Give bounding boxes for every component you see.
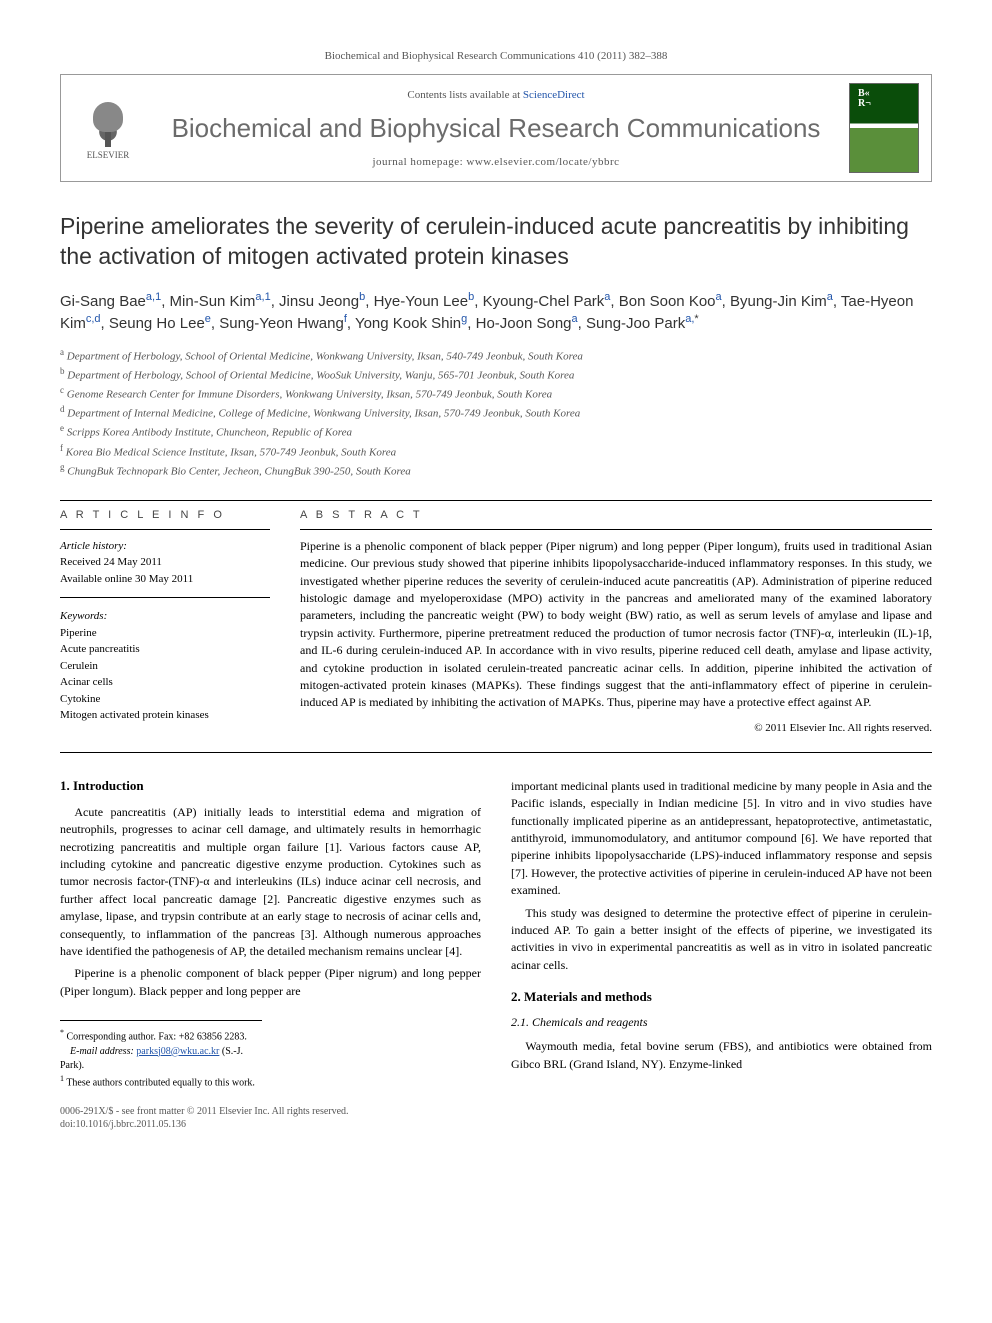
body-paragraph: This study was designed to determine the… bbox=[511, 905, 932, 975]
abstract-heading: A B S T R A C T bbox=[300, 509, 932, 521]
author-affiliation-marker: a,1 bbox=[255, 291, 270, 303]
keyword: Mitogen activated protein kinases bbox=[60, 707, 270, 724]
author: Gi-Sang Bae bbox=[60, 293, 146, 310]
homepage-prefix: journal homepage: bbox=[373, 156, 467, 168]
affiliation: e Scripps Korea Antibody Institute, Chun… bbox=[60, 422, 932, 441]
author: Min-Sun Kim bbox=[170, 293, 256, 310]
author-affiliation-marker: a,1 bbox=[146, 291, 161, 303]
article-info-heading: A R T I C L E I N F O bbox=[60, 509, 270, 521]
author: Kyoung-Chel Park bbox=[483, 293, 605, 310]
footnotes: * Corresponding author. Fax: +82 63856 2… bbox=[60, 1020, 262, 1090]
equal-marker: 1 bbox=[60, 1074, 64, 1083]
affiliation-list: a Department of Herbology, School of Ori… bbox=[60, 346, 932, 480]
author-affiliation-marker: c,d bbox=[86, 313, 101, 325]
abstract-column: A B S T R A C T Piperine is a phenolic c… bbox=[300, 509, 932, 744]
contents-available: Contents lists available at ScienceDirec… bbox=[153, 89, 839, 101]
author-affiliation-marker: a bbox=[827, 291, 833, 303]
keyword: Cytokine bbox=[60, 691, 270, 708]
author: Sung-Yeon Hwang bbox=[219, 315, 344, 332]
author-affiliation-marker: b bbox=[468, 291, 474, 303]
author: Jinsu Jeong bbox=[279, 293, 359, 310]
body-paragraph: Acute pancreatitis (AP) initially leads … bbox=[60, 804, 481, 961]
homepage-url[interactable]: www.elsevier.com/locate/ybbrc bbox=[466, 156, 619, 168]
divider bbox=[60, 500, 932, 501]
sciencedirect-link[interactable]: ScienceDirect bbox=[523, 89, 585, 101]
email-label: E-mail address: bbox=[70, 1046, 134, 1057]
author: Byung-Jin Kim bbox=[730, 293, 827, 310]
author-affiliation-marker: a bbox=[716, 291, 722, 303]
body-paragraph: important medicinal plants used in tradi… bbox=[511, 778, 932, 900]
keyword: Acute pancreatitis bbox=[60, 641, 270, 658]
journal-reference: Biochemical and Biophysical Research Com… bbox=[60, 50, 932, 62]
section-2-heading: 2. Materials and methods bbox=[511, 989, 932, 1005]
article-history: Article history: Received 24 May 2011 Av… bbox=[60, 538, 270, 599]
footer-line-1: 0006-291X/$ - see front matter © 2011 El… bbox=[60, 1105, 932, 1118]
body-paragraph: Piperine is a phenolic component of blac… bbox=[60, 965, 481, 1000]
divider bbox=[60, 529, 270, 530]
journal-header: ELSEVIER Contents lists available at Sci… bbox=[60, 74, 932, 182]
affiliation: b Department of Herbology, School of Ori… bbox=[60, 365, 932, 384]
author: Seung Ho Lee bbox=[109, 315, 205, 332]
footer-doi: doi:10.1016/j.bbrc.2011.05.136 bbox=[60, 1118, 932, 1131]
article-info-sidebar: A R T I C L E I N F O Article history: R… bbox=[60, 509, 270, 744]
section-1-heading: 1. Introduction bbox=[60, 778, 481, 794]
author-affiliation-marker: a bbox=[604, 291, 610, 303]
body-columns: 1. Introduction Acute pancreatitis (AP) … bbox=[60, 778, 932, 1090]
journal-homepage: journal homepage: www.elsevier.com/locat… bbox=[153, 156, 839, 168]
right-column: important medicinal plants used in tradi… bbox=[511, 778, 932, 1090]
footer: 0006-291X/$ - see front matter © 2011 El… bbox=[60, 1105, 932, 1131]
corresponding-author: Corresponding author. Fax: +82 63856 228… bbox=[67, 1032, 247, 1043]
online-date: Available online 30 May 2011 bbox=[60, 571, 270, 588]
history-label: Article history: bbox=[60, 538, 270, 555]
keyword: Piperine bbox=[60, 625, 270, 642]
contents-prefix: Contents lists available at bbox=[407, 89, 522, 101]
keywords-label: Keywords: bbox=[60, 608, 270, 625]
corr-marker: * bbox=[60, 1028, 64, 1037]
author-affiliation-marker: f bbox=[344, 313, 347, 325]
author-list: Gi-Sang Baea,1, Min-Sun Kima,1, Jinsu Je… bbox=[60, 290, 932, 334]
affiliation: g ChungBuk Technopark Bio Center, Jecheo… bbox=[60, 461, 932, 480]
affiliation: c Genome Research Center for Immune Diso… bbox=[60, 384, 932, 403]
subsection-heading: 2.1. Chemicals and reagents bbox=[511, 1015, 932, 1030]
body-paragraph: Waymouth media, fetal bovine serum (FBS)… bbox=[511, 1038, 932, 1073]
author: Ho-Joon Song bbox=[476, 315, 572, 332]
abstract-copyright: © 2011 Elsevier Inc. All rights reserved… bbox=[300, 722, 932, 734]
elsevier-logo: ELSEVIER bbox=[73, 88, 143, 168]
corresponding-marker: * bbox=[694, 313, 698, 325]
author: Hye-Youn Lee bbox=[374, 293, 469, 310]
journal-cover-thumbnail bbox=[849, 83, 919, 173]
received-date: Received 24 May 2011 bbox=[60, 554, 270, 571]
elsevier-tree-icon bbox=[83, 97, 133, 147]
author: Bon Soon Koo bbox=[619, 293, 716, 310]
affiliation: f Korea Bio Medical Science Institute, I… bbox=[60, 442, 932, 461]
affiliation: a Department of Herbology, School of Ori… bbox=[60, 346, 932, 365]
article-title: Piperine ameliorates the severity of cer… bbox=[60, 212, 932, 272]
keyword: Acinar cells bbox=[60, 674, 270, 691]
equal-contribution: These authors contributed equally to thi… bbox=[66, 1077, 255, 1088]
author-affiliation-marker: g bbox=[461, 313, 467, 325]
divider bbox=[60, 752, 932, 753]
keyword: Cerulein bbox=[60, 658, 270, 675]
author-affiliation-marker: e bbox=[205, 313, 211, 325]
author-affiliation-marker: a bbox=[572, 313, 578, 325]
publisher-name: ELSEVIER bbox=[87, 150, 130, 160]
journal-name: Biochemical and Biophysical Research Com… bbox=[153, 113, 839, 144]
keywords-block: Keywords: PiperineAcute pancreatitisCeru… bbox=[60, 608, 270, 734]
divider bbox=[300, 529, 932, 530]
author: Sung-Joo Park bbox=[586, 315, 685, 332]
author-affiliation-marker: b bbox=[359, 291, 365, 303]
abstract-text: Piperine is a phenolic component of blac… bbox=[300, 538, 932, 712]
corresponding-email[interactable]: parksj08@wku.ac.kr bbox=[136, 1046, 219, 1057]
affiliation: d Department of Internal Medicine, Colle… bbox=[60, 403, 932, 422]
left-column: 1. Introduction Acute pancreatitis (AP) … bbox=[60, 778, 481, 1090]
author: Yong Kook Shin bbox=[355, 315, 461, 332]
